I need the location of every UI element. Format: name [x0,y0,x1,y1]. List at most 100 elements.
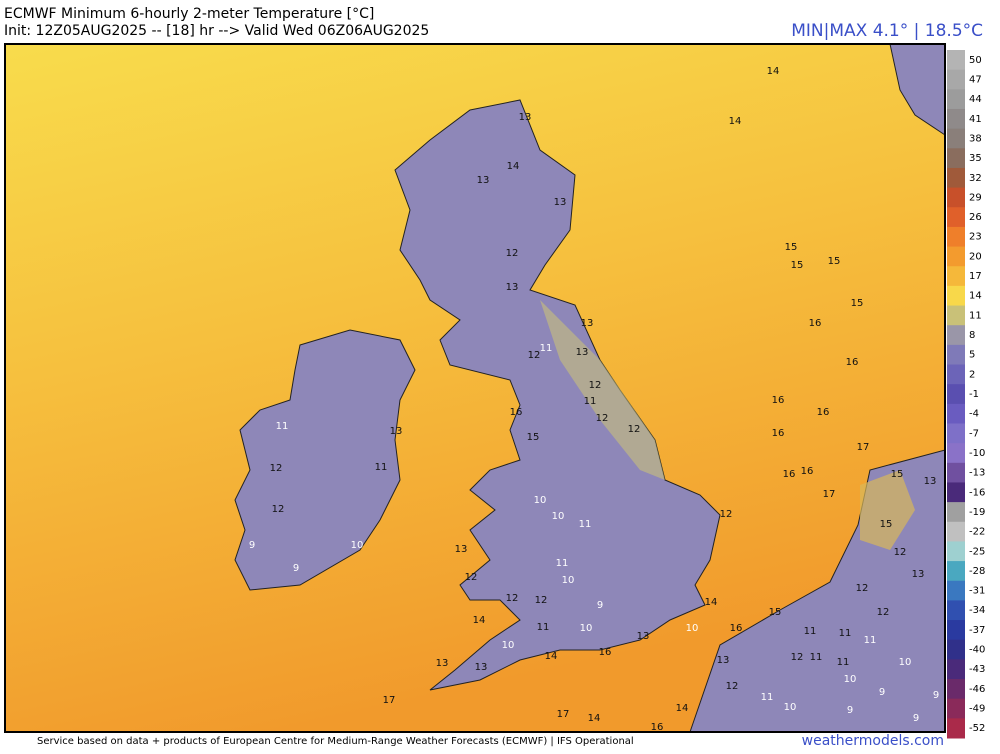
temp-label: 15 [851,298,864,309]
temp-label: 9 [933,690,939,701]
subtitle: Init: 12Z05AUG2025 -- [18] hr --> Valid … [4,23,429,39]
colorbar-label: 20 [969,251,982,262]
colorbar-cell [947,502,965,523]
temp-label: 12 [270,463,283,474]
temp-label: 10 [552,511,565,522]
temp-label: 15 [828,256,841,267]
temp-label: 12 [726,681,739,692]
minmax: MIN|MAX 4.1° | 18.5°C [791,21,983,41]
colorbar-cell [947,521,965,542]
temp-label: 10 [562,575,575,586]
temp-label: 9 [249,540,255,551]
colorbar-label: -4 [969,409,979,420]
colorbar-cell [947,561,965,582]
temp-label: 10 [502,640,515,651]
temp-label: 13 [477,175,490,186]
temp-label: 9 [293,563,299,574]
colorbar-label: 5 [969,350,975,361]
temp-label: 15 [769,607,782,618]
temp-label: 11 [556,558,569,569]
colorbar-label: -16 [969,487,985,498]
colorbar-label: 32 [969,173,982,184]
netherlands-warm [860,470,915,550]
colorbar-cell [947,462,965,483]
colorbar-cell [947,266,965,287]
temp-label: 11 [276,421,289,432]
temp-label: 14 [473,615,486,626]
temp-label: 11 [804,626,817,637]
temp-label: 10 [534,495,547,506]
colorbar-label: 44 [969,94,982,105]
colorbar-cell [947,364,965,385]
temp-label: 16 [772,395,785,406]
colorbar-cell [947,659,965,680]
colorbar-cell [947,148,965,169]
colorbar-label: 29 [969,192,982,203]
temp-label: 17 [383,695,396,706]
temp-label: 14 [545,651,558,662]
temp-label: 13 [554,197,567,208]
temp-label: 13 [576,347,589,358]
colorbar-cell [947,50,965,71]
temp-label: 10 [899,657,912,668]
temp-label: 12 [589,380,602,391]
temp-label: 12 [528,350,541,361]
temp-label: 13 [506,282,519,293]
colorbar-cell [947,305,965,326]
temp-label: 12 [535,595,548,606]
temp-label: 15 [880,519,893,530]
colorbar-label: -7 [969,428,979,439]
colorbar-label: -31 [969,586,985,597]
colorbar-cell [947,69,965,90]
temp-label: 9 [913,713,919,724]
temp-label: 13 [924,476,937,487]
temp-label: 9 [597,600,603,611]
colorbar-cell [947,403,965,424]
colorbar-cell [947,89,965,110]
map [4,43,946,733]
temp-label: 17 [557,709,570,720]
temp-label: 12 [856,583,869,594]
temp-label: 17 [857,442,870,453]
temp-label: 16 [651,722,664,733]
temp-label: 14 [767,66,780,77]
temp-label: 11 [375,462,388,473]
temp-label: 15 [791,260,804,271]
colorbar-cell [947,187,965,208]
colorbar-label: -22 [969,527,985,538]
ireland [234,329,416,591]
temp-label: 15 [527,432,540,443]
colorbar-label: 23 [969,232,982,243]
title: ECMWF Minimum 6-hourly 2-meter Temperatu… [4,6,374,22]
colorbar-label: -46 [969,684,985,695]
temp-label: 10 [351,540,364,551]
temp-label: 12 [877,607,890,618]
temp-label: 15 [891,469,904,480]
colorbar-cell [947,541,965,562]
temp-label: 13 [637,631,650,642]
temp-label: 11 [540,343,553,354]
temp-label: 12 [506,593,519,604]
temp-label: 10 [686,623,699,634]
colorbar-label: -13 [969,468,985,479]
colorbar-cell [947,325,965,346]
temp-label: 16 [783,469,796,480]
temp-label: 12 [596,413,609,424]
temp-label: 12 [791,652,804,663]
temp-label: 13 [390,426,403,437]
temp-label: 11 [839,628,852,639]
temp-label: 16 [817,407,830,418]
temp-label: 13 [455,544,468,555]
credit: Service based on data + products of Euro… [37,736,634,747]
colorbar-cell [947,443,965,464]
colorbar-cell [947,698,965,719]
temp-label: 11 [837,657,850,668]
temp-label: 11 [537,622,550,633]
temp-label: 14 [588,713,601,724]
colorbar-cell [947,207,965,228]
colorbar-label: -10 [969,448,985,459]
coast-warm [540,300,665,480]
colorbar-label: -43 [969,664,985,675]
colorbar-label: 14 [969,291,982,302]
